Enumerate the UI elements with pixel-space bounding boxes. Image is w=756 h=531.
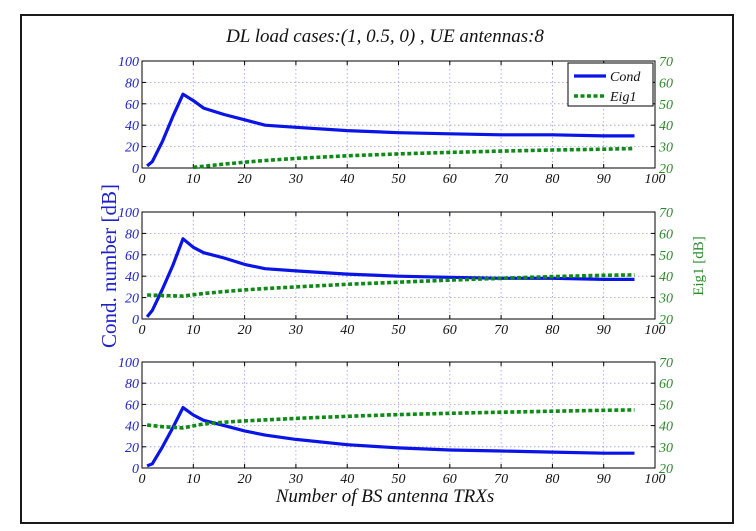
y-tick-label-left: 100 bbox=[118, 356, 139, 371]
legend-box bbox=[567, 62, 654, 107]
series-line-cond bbox=[146, 406, 635, 468]
series-line-eig1 bbox=[193, 146, 635, 170]
x-tick-label: 80 bbox=[545, 323, 559, 338]
x-tick-label: 20 bbox=[238, 472, 252, 487]
x-tick-label: 60 bbox=[443, 323, 457, 338]
chart-title: DL load cases:(1, 0.5, 0) , UE antennas:… bbox=[225, 26, 544, 47]
y-tick-label-left: 60 bbox=[125, 398, 139, 413]
x-tick-label: 40 bbox=[340, 472, 354, 487]
panel-3: 0 10 20 30 40 50 60 70 80 90 100020406080100203040… bbox=[118, 356, 673, 487]
y-tick-label-left: 80 bbox=[125, 227, 139, 242]
x-tick-label: 50 bbox=[392, 172, 406, 187]
x-tick-label: 20 bbox=[238, 172, 252, 187]
y-tick-label-left: 80 bbox=[125, 76, 139, 91]
x-tick-label: 40 bbox=[340, 172, 354, 187]
panel-1: 0 10 20 30 40 50 60 70 80 90 100020406080100203040… bbox=[118, 55, 673, 187]
x-tick-label: 50 bbox=[392, 323, 406, 338]
y-tick-label-right: 40 bbox=[659, 420, 673, 435]
y-tick-label-left: 100 bbox=[118, 55, 139, 70]
y-tick-label-right: 60 bbox=[659, 377, 673, 392]
y-tick-label-left: 40 bbox=[125, 420, 139, 435]
y-tick-label-right: 40 bbox=[659, 119, 673, 134]
legend-label-eig1: Eig1 bbox=[609, 90, 636, 105]
y-tick-label-right: 20 bbox=[659, 462, 673, 477]
series-line-eig1 bbox=[147, 273, 635, 298]
x-tick-label: 100 bbox=[645, 323, 666, 338]
legend: Cond Eig1 bbox=[567, 62, 654, 107]
y-tick-label-left: 60 bbox=[125, 98, 139, 113]
y-tick-label-left: 40 bbox=[125, 119, 139, 134]
x-tick-label: 70 bbox=[494, 472, 508, 487]
x-tick-label: 10 bbox=[186, 323, 200, 338]
x-tick-label: 0 bbox=[139, 172, 146, 187]
y-tick-label-right: 50 bbox=[659, 249, 673, 264]
series-line-cond bbox=[145, 237, 635, 318]
y-tick-label-left: 20 bbox=[125, 292, 139, 307]
y-tick-label-right: 50 bbox=[659, 98, 673, 113]
y-tick-label-left: 60 bbox=[125, 249, 139, 264]
x-tick-label: 30 bbox=[288, 323, 303, 338]
y-tick-label-right: 60 bbox=[659, 76, 673, 91]
y-tick-label-left: 0 bbox=[132, 162, 139, 177]
x-tick-label: 80 bbox=[545, 172, 559, 187]
y-axis-label-left: Cond. number [dB] bbox=[97, 184, 121, 348]
x-tick-label: 10 bbox=[186, 472, 200, 487]
y-tick-label-right: 50 bbox=[659, 398, 673, 413]
x-tick-label: 90 bbox=[597, 172, 611, 187]
x-tick-label: 40 bbox=[340, 323, 354, 338]
series-line-cond bbox=[146, 92, 635, 168]
x-tick-label: 90 bbox=[597, 472, 611, 487]
x-tick-label: 80 bbox=[545, 472, 559, 487]
y-tick-label-left: 20 bbox=[125, 141, 139, 156]
x-tick-label: 60 bbox=[443, 472, 457, 487]
x-tick-label: 70 bbox=[494, 172, 508, 187]
y-tick-label-right: 30 bbox=[658, 441, 673, 456]
y-tick-label-right: 30 bbox=[658, 141, 673, 156]
y-tick-label-right: 40 bbox=[659, 270, 673, 285]
legend-label-cond: Cond bbox=[610, 70, 641, 85]
x-tick-label: 90 bbox=[597, 323, 611, 338]
y-tick-label-right: 20 bbox=[659, 162, 673, 177]
y-tick-label-right: 60 bbox=[659, 227, 673, 242]
y-tick-label-left: 0 bbox=[132, 462, 139, 477]
y-tick-label-right: 70 bbox=[659, 356, 673, 371]
x-tick-label: 30 bbox=[288, 172, 303, 187]
x-tick-label: 30 bbox=[288, 472, 303, 487]
x-tick-label: 0 bbox=[139, 323, 146, 338]
y-axis-label-right: Eig1 [dB] bbox=[691, 236, 707, 296]
y-tick-label-left: 20 bbox=[125, 441, 139, 456]
y-tick-label-left: 80 bbox=[125, 377, 139, 392]
y-tick-label-left: 0 bbox=[132, 313, 139, 328]
y-tick-label-right: 20 bbox=[659, 313, 673, 328]
x-tick-label: 100 bbox=[645, 472, 666, 487]
x-tick-label: 0 bbox=[139, 472, 146, 487]
y-tick-label-right: 70 bbox=[659, 206, 673, 221]
y-tick-label-right: 70 bbox=[659, 55, 673, 70]
y-tick-label-left: 100 bbox=[118, 206, 139, 221]
x-tick-label: 60 bbox=[443, 172, 457, 187]
y-tick-label-left: 40 bbox=[125, 270, 139, 285]
y-tick-label-right: 30 bbox=[658, 292, 673, 307]
x-tick-label: 10 bbox=[186, 172, 200, 187]
x-tick-label: 70 bbox=[494, 323, 508, 338]
x-tick-label: 100 bbox=[645, 172, 666, 187]
x-tick-label: 50 bbox=[392, 472, 406, 487]
x-axis-label: Number of BS antenna TRXs bbox=[275, 486, 495, 507]
x-tick-label: 20 bbox=[238, 323, 252, 338]
panel-2: 0 10 20 30 40 50 60 70 80 90 100020406080100203040… bbox=[118, 206, 673, 338]
